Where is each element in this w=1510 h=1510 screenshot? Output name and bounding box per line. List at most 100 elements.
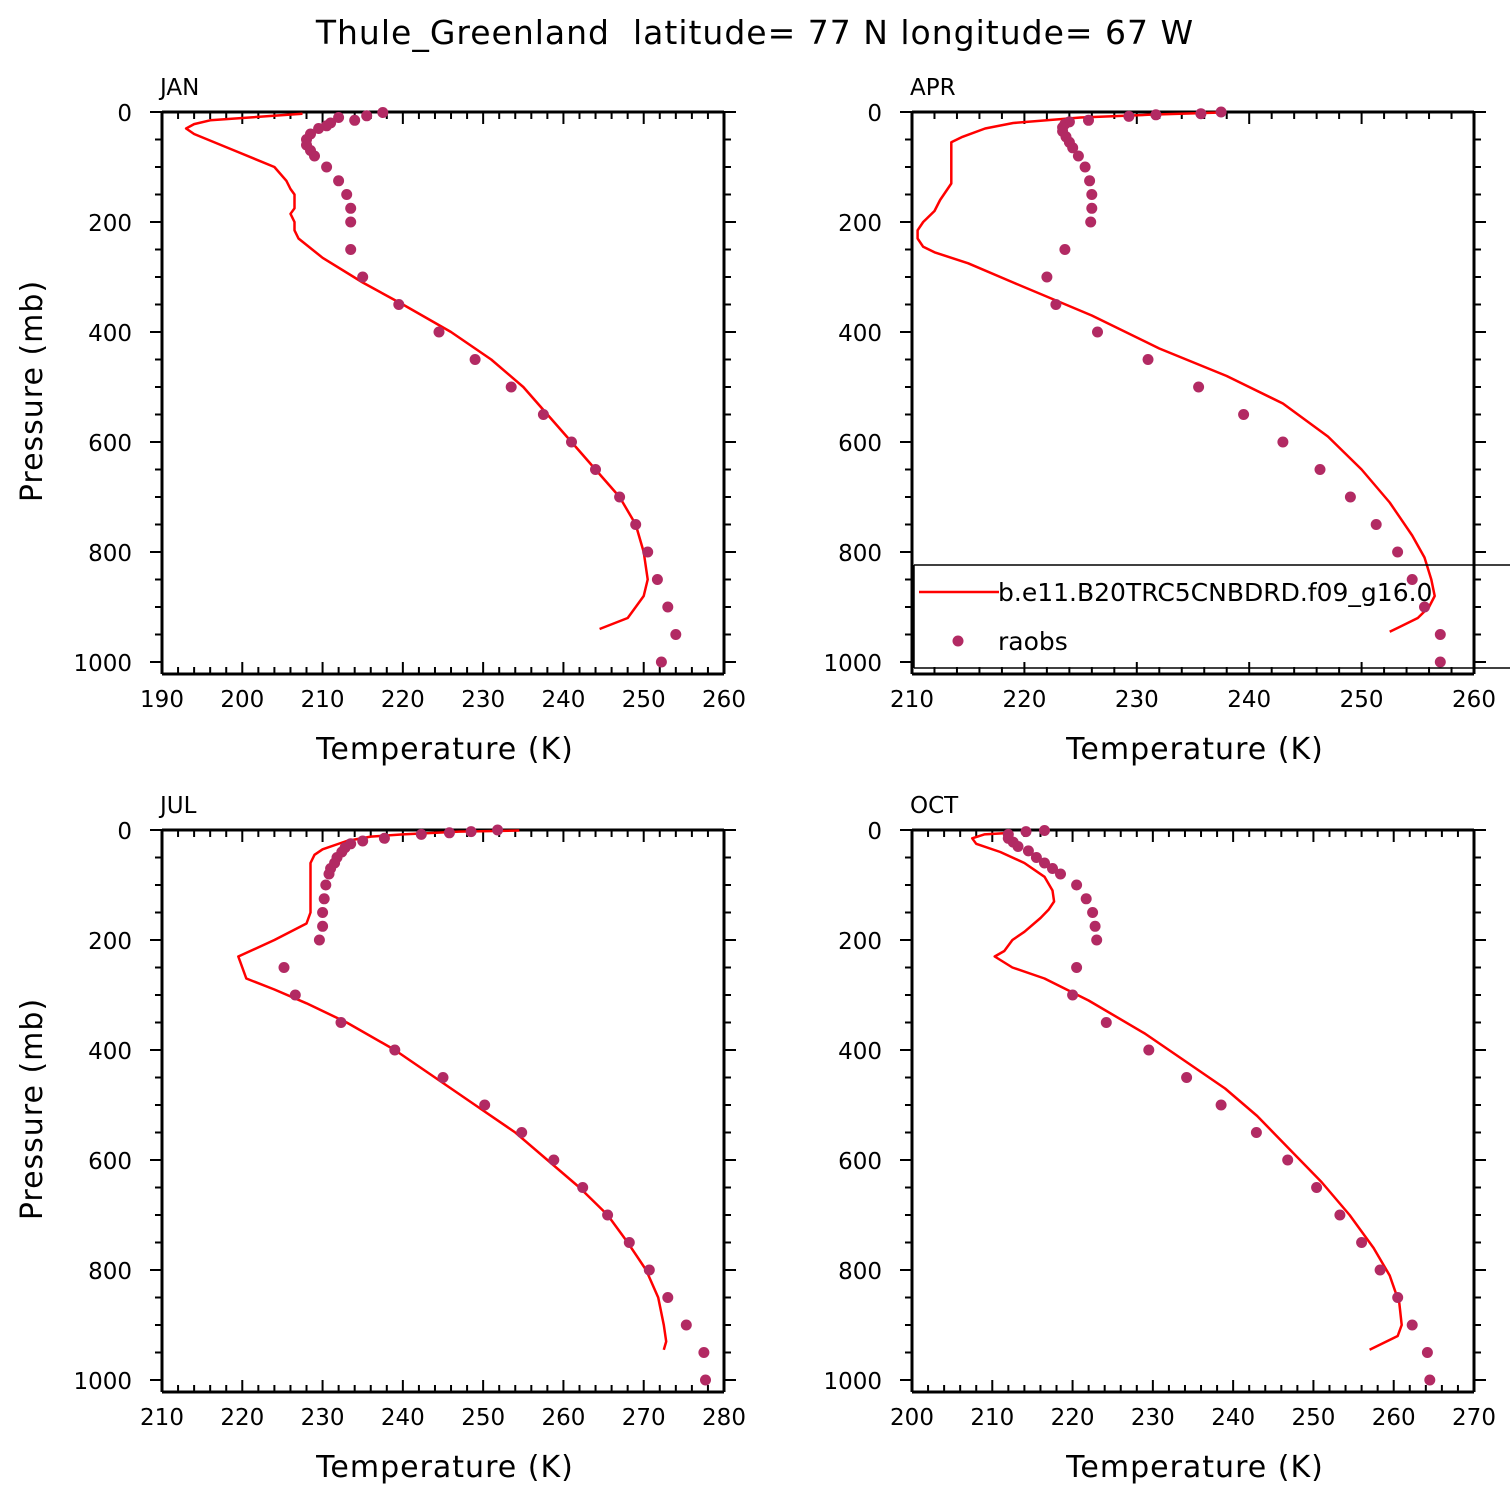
raobs-point — [1067, 989, 1079, 1001]
raobs-point — [700, 1374, 711, 1386]
raobs-point — [1334, 1209, 1346, 1221]
data-layer — [184, 107, 682, 668]
y-tick-label: 0 — [867, 101, 882, 127]
panel-label: JUL — [158, 793, 197, 819]
legend-label: raobs — [998, 627, 1068, 656]
chart-panel-oct: 200 210 220 230 240 250 260 270 0 200 400 600 800 100… — [823, 793, 1496, 1485]
raobs-point — [548, 1154, 560, 1166]
model-profile-line — [970, 831, 1403, 1351]
raobs-point — [537, 409, 549, 420]
raobs-point — [566, 436, 577, 448]
raobs-point — [465, 826, 477, 838]
raobs-point — [630, 519, 642, 530]
raobs-point — [1072, 150, 1084, 162]
raobs-point — [1370, 519, 1382, 530]
x-tick-label: 230 — [1115, 687, 1159, 713]
x-tick-label: 250 — [622, 687, 666, 713]
raobs-point — [1085, 216, 1097, 228]
y-tick-label: 800 — [88, 1259, 132, 1285]
raobs-point — [357, 271, 369, 283]
x-tick-label: 240 — [1227, 687, 1271, 713]
raobs-point — [323, 868, 335, 880]
raobs-point — [1344, 491, 1356, 503]
x-tick-label: 220 — [1002, 687, 1046, 713]
raobs-point — [1030, 852, 1042, 863]
raobs-point — [614, 491, 626, 503]
y-tick-label: 600 — [88, 1149, 132, 1175]
x-tick-label: 200 — [220, 687, 264, 713]
data-layer — [916, 106, 1446, 668]
raobs-point — [651, 574, 663, 585]
raobs-point — [1055, 868, 1066, 880]
raobs-point — [377, 107, 389, 118]
x-tick-label: 250 — [1291, 1405, 1335, 1431]
x-tick-label: 240 — [1211, 1405, 1255, 1431]
y-tick-label: 1000 — [73, 651, 132, 677]
raobs-point — [1079, 161, 1091, 173]
x-tick-label: 210 — [140, 1405, 184, 1431]
raobs-point — [320, 879, 332, 891]
y-axis-label: Pressure (mb) — [15, 998, 50, 1220]
x-tick-label: 260 — [1372, 1405, 1416, 1431]
raobs-point — [1142, 354, 1154, 365]
x-tick-label: 240 — [541, 687, 585, 713]
raobs-point — [1419, 601, 1430, 613]
raobs-point — [505, 381, 517, 393]
panel-label: APR — [910, 75, 956, 101]
raobs-point — [1215, 106, 1227, 118]
x-tick-label: 230 — [1131, 1405, 1175, 1431]
raobs-point — [1406, 1319, 1418, 1331]
raobs-point — [1356, 1237, 1368, 1248]
x-tick-label: 250 — [1340, 687, 1384, 713]
x-tick-label: 230 — [461, 687, 505, 713]
raobs-point — [289, 989, 301, 1001]
y-tick-label: 600 — [838, 1149, 882, 1175]
x-tick-label: 260 — [702, 687, 746, 713]
x-tick-label: 260 — [541, 1405, 585, 1431]
y-tick-label: 400 — [838, 1039, 882, 1065]
raobs-point — [313, 123, 325, 134]
raobs-point — [577, 1182, 589, 1193]
raobs-point — [1041, 271, 1053, 283]
raobs-point — [643, 1264, 655, 1276]
raobs-point — [1100, 1017, 1112, 1028]
raobs-point — [1012, 841, 1024, 852]
raobs-point — [341, 189, 353, 200]
raobs-point — [1392, 546, 1404, 558]
y-tick-label: 800 — [88, 541, 132, 567]
raobs-point — [361, 110, 373, 122]
raobs-point — [1067, 142, 1079, 154]
raobs-point — [317, 920, 329, 932]
raobs-point — [1150, 109, 1162, 121]
raobs-point — [437, 1072, 449, 1083]
raobs-point — [1143, 1044, 1155, 1056]
y-tick-label: 600 — [838, 431, 882, 457]
raobs-point — [1123, 110, 1135, 122]
raobs-point — [1181, 1072, 1193, 1083]
x-tick-label: 210 — [301, 687, 345, 713]
x-tick-label: 280 — [702, 1405, 746, 1431]
x-tick-label: 270 — [1452, 1405, 1496, 1431]
x-tick-label: 250 — [461, 1405, 505, 1431]
raobs-point — [393, 299, 405, 310]
raobs-point — [1314, 464, 1326, 475]
chart-panel-apr: 210 220 230 240 250 260 0 200 400 600 800 1000 APR Te… — [823, 75, 1510, 767]
raobs-point — [1047, 863, 1058, 874]
raobs-point — [1424, 1374, 1436, 1386]
x-tick-label: 270 — [622, 1405, 666, 1431]
x-axis-label: Temperature (K) — [315, 732, 574, 767]
raobs-point — [333, 112, 345, 123]
raobs-point — [378, 832, 390, 844]
raobs-point — [1086, 189, 1098, 200]
x-tick-label: 220 — [1051, 1405, 1095, 1431]
x-tick-label: 260 — [1452, 687, 1496, 713]
x-tick-label: 220 — [381, 687, 425, 713]
raobs-point — [590, 464, 601, 475]
raobs-point — [1087, 907, 1099, 918]
raobs-point — [1086, 202, 1098, 214]
raobs-point — [698, 1347, 710, 1358]
raobs-point — [1050, 299, 1062, 310]
y-tick-label: 600 — [88, 431, 132, 457]
